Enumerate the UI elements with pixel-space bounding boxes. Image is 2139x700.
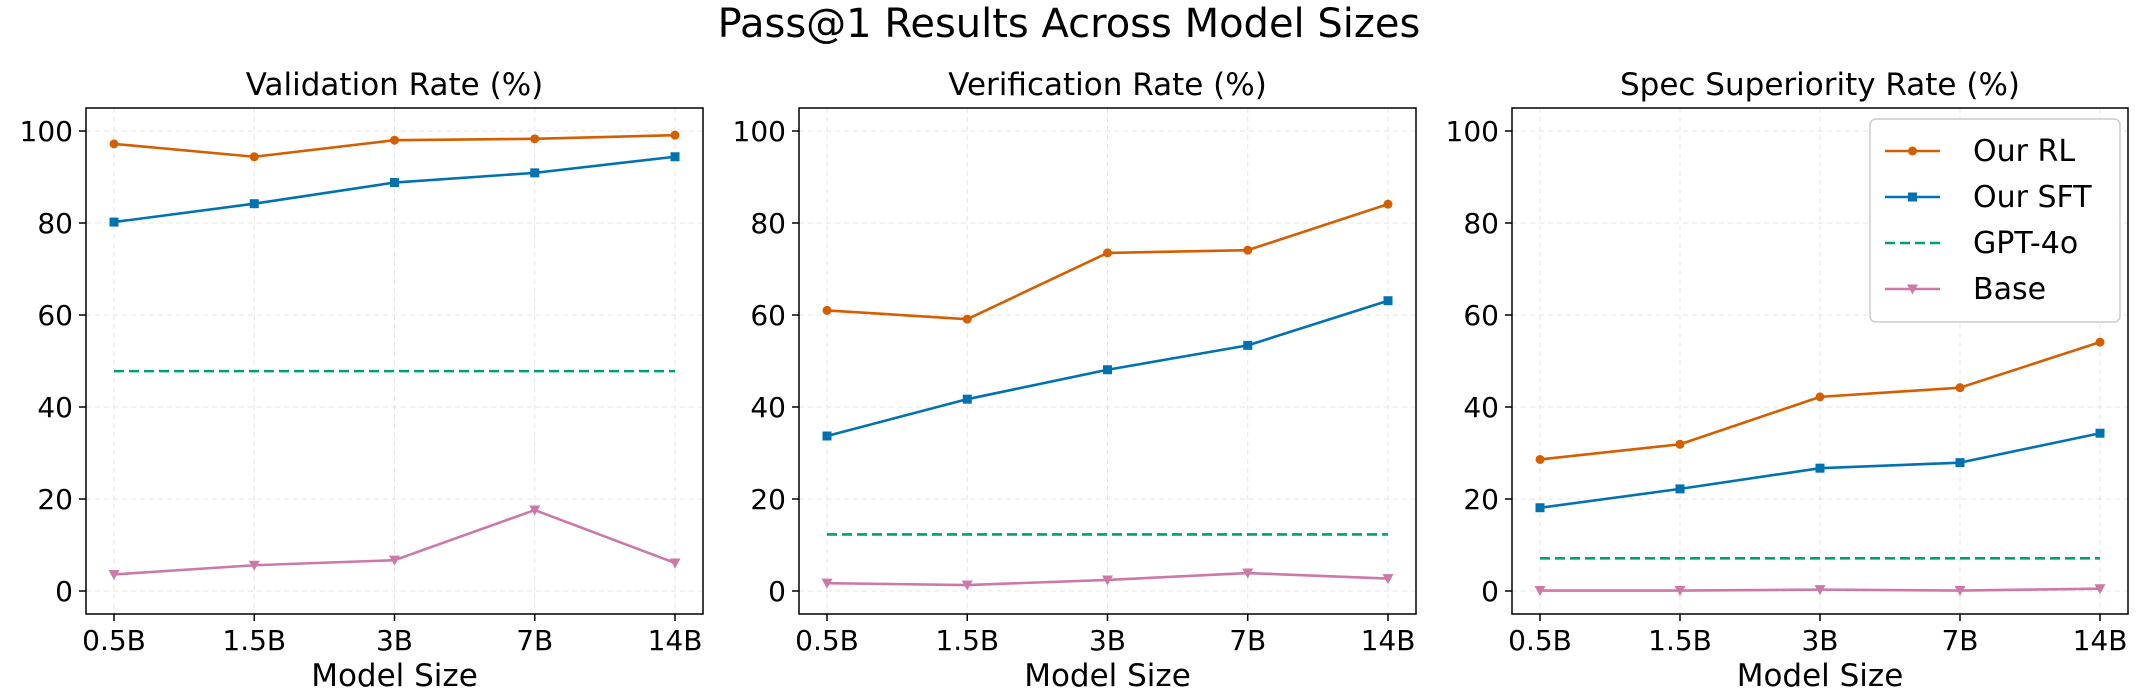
y-tick-label: 0 (55, 575, 73, 608)
x-tick-label: 1.5B (1648, 624, 1712, 657)
data-point-our-rl (670, 130, 680, 140)
panel-title: Spec Superiority Rate (%) (1620, 67, 2020, 103)
data-point-our-sft (1383, 296, 1393, 306)
y-tick-label: 60 (37, 299, 73, 332)
data-point-our-sft (822, 431, 832, 441)
data-point-our-sft (2095, 428, 2105, 438)
data-point-our-rl (530, 134, 540, 144)
data-point-our-rl (1955, 383, 1965, 393)
data-point-our-rl (962, 314, 972, 324)
data-point-our-sft (962, 394, 972, 404)
data-point-our-rl (2095, 337, 2105, 347)
data-point-our-sft (1955, 458, 1965, 468)
legend-label-our-sft: Our SFT (1973, 180, 2092, 215)
x-tick-label: 7B (1229, 624, 1266, 657)
data-point-our-sft (1243, 340, 1253, 350)
x-axis-label: Model Size (1737, 658, 1904, 694)
data-point-base (2094, 584, 2106, 595)
x-tick-label: 0.5B (1508, 624, 1572, 657)
x-axis-label: Model Size (1024, 658, 1191, 694)
data-point-base (1102, 575, 1113, 586)
data-point-base (389, 555, 400, 566)
x-tick-label: 3B (1801, 624, 1838, 657)
data-point-base (529, 505, 541, 516)
data-point-our-rl (390, 135, 399, 145)
data-point-our-sft (1815, 463, 1825, 473)
data-point-our-sft (530, 168, 540, 178)
x-tick-label: 14B (648, 624, 703, 657)
data-point-base (1674, 586, 1686, 597)
y-tick-label: 20 (750, 483, 786, 516)
x-tick-label: 7B (516, 624, 553, 657)
y-tick-label: 0 (768, 575, 786, 608)
x-tick-label: 3B (1089, 624, 1126, 657)
x-tick-label: 0.5B (795, 624, 859, 657)
legend-label-gpt-4o: GPT-4o (1973, 226, 2078, 261)
x-tick-label: 7B (1941, 624, 1978, 657)
y-tick-label: 0 (1481, 575, 1499, 608)
data-point-our-rl (1383, 199, 1393, 209)
data-point-our-sft (390, 178, 399, 188)
legend-label-our-rl: Our RL (1973, 134, 2075, 169)
x-tick-label: 14B (2073, 624, 2128, 657)
x-tick-label: 1.5B (935, 624, 999, 657)
x-tick-label: 14B (1361, 624, 1416, 657)
legend-marker-base (1907, 284, 1918, 295)
data-point-our-rl (822, 305, 832, 315)
data-point-base (248, 560, 260, 571)
figure-title: Pass@1 Results Across Model Sizes (718, 1, 1421, 47)
data-point-our-sft (1675, 484, 1685, 494)
data-point-our-sft (670, 152, 680, 162)
data-point-base (1242, 568, 1254, 579)
data-point-our-rl (1535, 454, 1545, 464)
x-tick-label: 1.5B (222, 624, 286, 657)
data-point-base (108, 569, 120, 580)
chart-panel-1: 0 20 40 60 80 100 0.5B 1.5B 3B 7B 14B Validation Ra… (20, 67, 704, 694)
data-point-our-rl (1815, 392, 1825, 402)
y-tick-label: 60 (750, 299, 786, 332)
x-tick-label: 3B (376, 624, 413, 657)
data-point-our-sft (109, 217, 119, 227)
y-tick-label: 20 (1463, 483, 1499, 516)
y-tick-label: 40 (1463, 391, 1499, 424)
y-tick-label: 40 (750, 391, 786, 424)
legend-marker-our-rl (1908, 146, 1917, 156)
legend-label-base: Base (1973, 272, 2046, 307)
y-tick-label: 100 (733, 115, 786, 148)
data-point-base (1382, 574, 1394, 585)
data-point-our-sft (249, 199, 259, 209)
y-tick-label: 80 (37, 207, 73, 240)
x-tick-label: 0.5B (82, 624, 146, 657)
y-tick-label: 60 (1463, 299, 1499, 332)
chart-panel-2: 0 20 40 60 80 100 0.5B 1.5B 3B 7B 14B Verification … (733, 67, 1417, 694)
data-point-our-sft (1103, 365, 1112, 375)
y-tick-label: 100 (20, 115, 73, 148)
y-tick-label: 40 (37, 391, 73, 424)
y-tick-label: 80 (750, 207, 786, 240)
data-point-our-rl (109, 139, 119, 149)
data-point-base (1954, 586, 1966, 597)
data-point-our-sft (1535, 503, 1545, 513)
data-point-our-rl (1675, 439, 1685, 449)
y-tick-label: 100 (1446, 115, 1499, 148)
y-tick-label: 20 (37, 483, 73, 516)
panel-title: Validation Rate (%) (246, 67, 544, 103)
chart-panel-3: 0 20 40 60 80 100 0.5B 1.5B 3B 7B 14B Spec Superior… (1446, 67, 2129, 694)
y-tick-label: 80 (1463, 207, 1499, 240)
data-point-base (821, 578, 833, 589)
data-point-base (1534, 586, 1546, 597)
panel-title: Verification Rate (%) (948, 67, 1267, 103)
legend-box (1869, 118, 2121, 323)
data-point-base (1814, 585, 1826, 596)
data-point-base (669, 558, 681, 569)
legend-marker-our-sft (1908, 192, 1917, 202)
x-axis-label: Model Size (311, 658, 478, 694)
data-point-base (961, 580, 973, 591)
data-point-our-rl (1103, 248, 1112, 258)
data-point-our-rl (1243, 245, 1253, 255)
data-point-our-rl (249, 152, 259, 162)
